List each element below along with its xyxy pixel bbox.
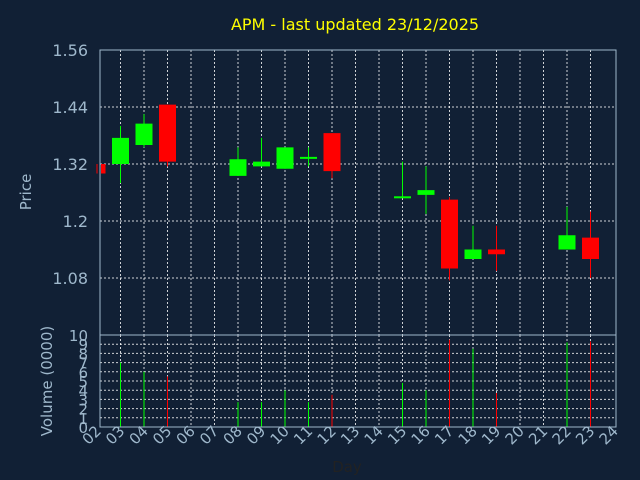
candle-body — [135, 123, 153, 145]
price-y-ticks: 1.56 1.44 1.32 1.2 1.08 — [52, 41, 88, 288]
x-tick-label: 16 — [408, 422, 434, 448]
x-tick-label: 21 — [525, 422, 551, 448]
candles — [96, 104, 599, 281]
volume-tick-label: 9 — [78, 336, 88, 354]
candle-body — [417, 190, 435, 195]
candle-body — [112, 137, 129, 164]
x-tick-label: 23 — [572, 422, 598, 448]
volume-tick-label: 0 — [78, 419, 88, 437]
candle-body — [229, 159, 247, 176]
price-tick-label: 1.56 — [52, 41, 88, 60]
x-tick-label: 17 — [431, 422, 457, 448]
x-tick-label: 09 — [243, 422, 269, 448]
volume-gridlines — [100, 335, 616, 427]
x-tick-label: 04 — [126, 422, 152, 448]
candle-body — [394, 196, 411, 199]
x-tick-label: 19 — [478, 422, 504, 448]
candle-body — [582, 237, 599, 259]
chart-title: APM - last updated 23/12/2025 — [231, 15, 479, 34]
candle-body — [464, 249, 482, 259]
price-tick-label: 1.08 — [52, 269, 88, 288]
x-tick-label: 08 — [220, 422, 246, 448]
candle-body — [323, 133, 341, 172]
candle-body — [300, 156, 317, 159]
x-tick-label: 22 — [549, 422, 575, 448]
price-tick-label: 1.2 — [63, 212, 88, 231]
x-tick-label: 15 — [384, 422, 410, 448]
x-tick-label: 20 — [502, 422, 528, 448]
volume-tick-label: 6 — [78, 364, 88, 382]
candle-body — [159, 104, 176, 162]
volume-tick-label: 8 — [78, 345, 88, 363]
x-tick-label: 03 — [102, 422, 128, 448]
volume-tick-label: 10 — [69, 327, 88, 345]
price-panel-frame — [99, 49, 617, 336]
x-tick-label: 11 — [290, 422, 316, 448]
x-ticks: 0203040506070809101112131415161718192021… — [79, 422, 622, 448]
x-tick-label: 18 — [455, 422, 481, 448]
x-tick-label: 10 — [267, 422, 293, 448]
x-tick-label: 24 — [596, 422, 622, 448]
volume-axis-label: Volume (0000) — [38, 326, 56, 436]
x-tick-label: 07 — [196, 422, 222, 448]
volume-tick-label: 1 — [78, 410, 88, 428]
x-tick-label: 13 — [337, 422, 363, 448]
x-tick-label: 14 — [361, 422, 387, 448]
volume-tick-label: 2 — [78, 401, 88, 419]
x-axis-label: Day — [332, 458, 362, 476]
price-gridlines — [100, 49, 616, 335]
candle-body — [488, 249, 505, 255]
candle-body — [101, 164, 106, 174]
price-tick-label: 1.32 — [52, 155, 88, 174]
x-tick-label: 06 — [173, 422, 199, 448]
price-axis-label: Price — [17, 174, 35, 211]
x-tick-label: 12 — [314, 422, 340, 448]
volume-tick-label: 3 — [78, 391, 88, 409]
candle-body — [558, 235, 576, 250]
volume-panel-frame — [99, 334, 617, 428]
candle-body — [441, 199, 458, 269]
price-tick-label: 1.44 — [52, 98, 88, 117]
volume-tick-label: 7 — [78, 355, 88, 373]
candle-body — [253, 161, 270, 167]
x-tick-label: 05 — [149, 422, 175, 448]
volume-tick-label: 4 — [78, 382, 88, 400]
volume-bars — [120, 339, 591, 427]
candle-body — [276, 147, 294, 169]
volume-tick-label: 5 — [78, 373, 88, 391]
